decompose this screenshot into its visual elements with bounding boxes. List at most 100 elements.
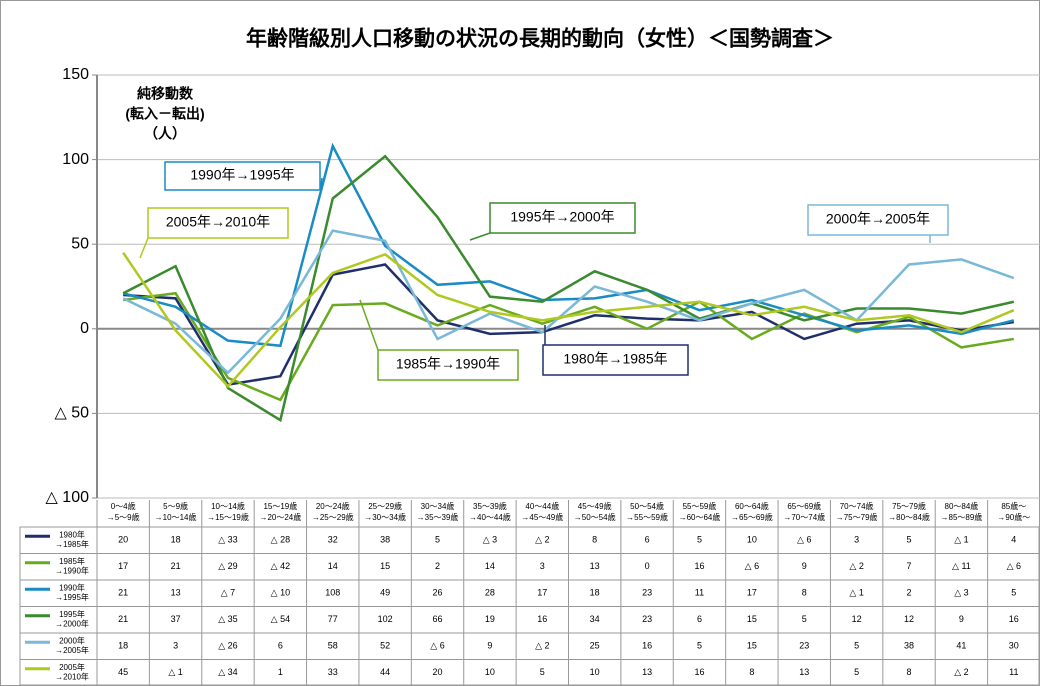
table-cell: 9 [959,614,964,624]
table-cell: 16 [694,561,704,571]
legend-label-line: →2000年 [55,619,89,629]
table-cell: 8 [907,667,912,677]
callout-text: 2000年→2005年 [826,211,930,227]
table-cell: △ 29 [218,561,237,571]
callout-pointer [359,299,379,351]
legend-label-line: 1985年 [59,556,85,566]
table-cell: 11 [695,588,704,598]
legend-label-line: →1985年 [55,539,89,549]
table-cell: 23 [642,614,652,624]
table-cell: △ 6 [1007,561,1021,571]
x-tick-label: →55～59歳 [626,512,668,522]
table-cell: 10 [485,667,495,677]
table-cell: 38 [904,641,914,651]
table-cell: 45 [118,667,128,677]
legend-label-line: →1990年 [55,566,89,576]
legend-label-line: 1995年 [59,609,85,619]
table-cell: 1 [278,667,283,677]
legend-label-line: 1980年 [59,530,85,540]
table-cell: △ 10 [271,588,290,598]
table-cell: 5 [697,535,702,545]
table-cell: 8 [749,667,754,677]
x-tick-label: →80～84歳 [888,512,930,522]
table-cell: 38 [380,535,390,545]
legend-label-line: 2000年 [59,636,85,646]
x-tick-label: 5～9歳 [163,501,188,511]
table-cell: △ 2 [954,667,968,677]
table-cell: △ 42 [271,561,290,571]
table-cell: 5 [907,535,912,545]
table-cell: 18 [590,588,600,598]
table-cell: 13 [171,588,181,598]
table-cell: 30 [1009,641,1019,651]
table-cell: 108 [325,588,340,598]
legend-label: 2000年→2005年 [55,636,89,656]
x-tick-label: 25～29歳 [368,501,402,511]
table-cell: 8 [592,535,597,545]
x-tick-label: →25～29歳 [312,512,354,522]
table-cell: 2 [435,561,440,571]
table-cell: 77 [328,614,338,624]
x-tick-label: 20～24歳 [316,501,350,511]
legend-label-line: 1990年 [59,583,85,593]
table-cell: △ 7 [221,588,235,598]
table-cell: △ 26 [218,641,237,651]
legend-label-line: →2005年 [55,645,89,655]
callout-pointer [469,232,491,241]
table-cell: 6 [278,641,283,651]
x-tick-label: 80～84歳 [945,501,979,511]
table-cell: 9 [487,641,492,651]
table-cell: 15 [380,561,390,571]
table-cell: △ 35 [218,614,237,624]
y-tick-label: △ 50 [54,405,89,422]
table-cell: 49 [380,588,390,598]
x-tick-label: 15～19歳 [263,501,297,511]
y-axis-label: 純移動数 [137,86,194,102]
table-cell: 6 [645,535,650,545]
table-cell: 4 [1011,535,1016,545]
table-cell: 17 [118,561,128,571]
callout-text: 2005年→2010年 [166,214,270,230]
table-cell: 44 [380,667,390,677]
legend-label-line: →1995年 [55,592,89,602]
callout-box [807,204,949,236]
callout-text: 1995年→2000年 [510,209,614,225]
table-cell: △ 1 [849,588,863,598]
table-cell: 32 [328,535,338,545]
table-cell: 21 [118,588,128,598]
x-tick-label: 70～74歳 [840,501,874,511]
legend-label: 1990年→1995年 [55,583,89,603]
x-tick-label: 35～39歳 [473,501,507,511]
table-cell: 15 [747,614,757,624]
table-cell: 3 [854,535,859,545]
table-cell: 9 [802,561,807,571]
table-cell: △ 2 [535,535,549,545]
callout-text: 1990年→1995年 [190,167,294,183]
callout-text: 1980年→1985年 [563,351,667,367]
table-cell: 5 [697,641,702,651]
table-cell: 28 [485,588,495,598]
table-cell: 41 [956,641,966,651]
table-cell: 66 [433,614,443,624]
table-cell: 10 [590,667,600,677]
x-tick-label: 75～79歳 [892,501,926,511]
legend-label-line: 2005年 [59,662,85,672]
series-line [122,229,1015,375]
x-tick-label: 0～4歳 [111,501,136,511]
table-cell: 5 [1011,588,1016,598]
y-axis-label: （人） [144,126,186,142]
table-cell: 0 [645,561,650,571]
y-axis-label: (転入－転出) [125,106,204,122]
table-cell: △ 3 [954,588,968,598]
table-cell: 17 [747,588,757,598]
table-cell: 21 [118,614,128,624]
table-cell: 12 [852,614,862,624]
table-cell: 5 [435,535,440,545]
series-line [122,142,1015,348]
x-tick-label: →30～34歳 [364,512,406,522]
x-tick-label: 65～69歳 [787,501,821,511]
table-cell: 6 [697,614,702,624]
x-tick-label: 30～34歳 [421,501,455,511]
table-cell: 5 [854,641,859,651]
